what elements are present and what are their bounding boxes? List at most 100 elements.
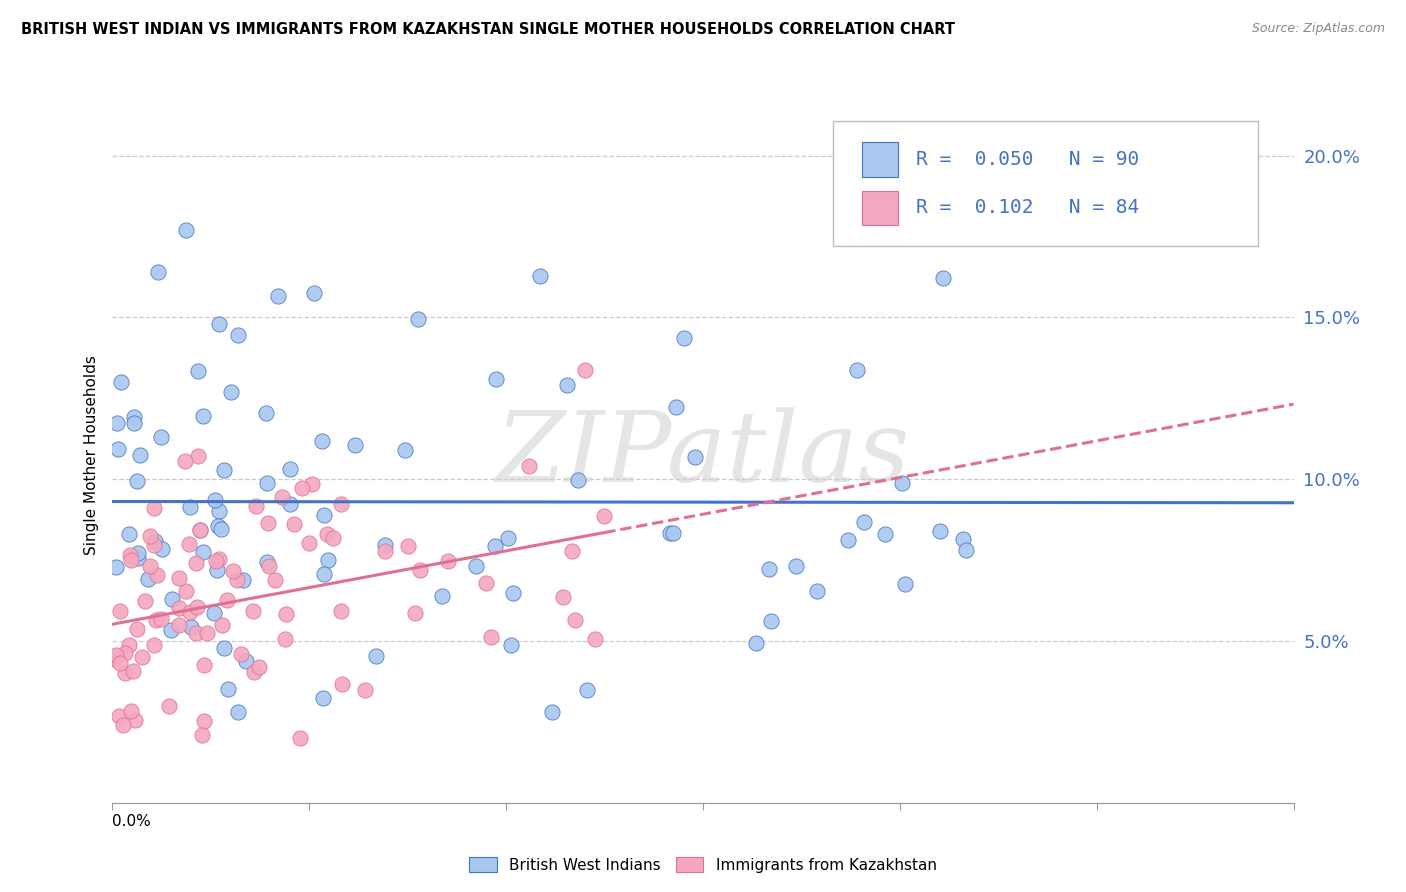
Point	[267, 289, 290, 303]
Point	[108, 656, 131, 670]
Point	[561, 544, 583, 558]
FancyBboxPatch shape	[862, 191, 898, 226]
Point	[242, 604, 264, 618]
Point	[499, 638, 522, 652]
Point	[150, 611, 173, 625]
Point	[366, 648, 388, 663]
Point	[186, 599, 208, 614]
Point	[211, 618, 233, 632]
Point	[127, 551, 149, 566]
Point	[232, 573, 254, 587]
Point	[124, 713, 146, 727]
Text: R =  0.050   N = 90: R = 0.050 N = 90	[915, 150, 1139, 169]
Point	[529, 269, 551, 284]
FancyBboxPatch shape	[862, 142, 898, 177]
Point	[118, 527, 141, 541]
Point	[217, 681, 239, 696]
Point	[276, 607, 298, 621]
Point	[354, 682, 377, 697]
Point	[430, 589, 453, 603]
Point	[167, 571, 190, 585]
Point	[184, 557, 207, 571]
Point	[409, 563, 432, 577]
Point	[745, 636, 768, 650]
Point	[330, 677, 353, 691]
Point	[256, 476, 278, 491]
Point	[329, 604, 352, 618]
Point	[190, 523, 212, 537]
Point	[193, 657, 215, 672]
Legend: British West Indians, Immigrants from Kazakhstan: British West Indians, Immigrants from Ka…	[463, 850, 943, 879]
Point	[197, 626, 219, 640]
Point	[134, 594, 156, 608]
Point	[761, 614, 783, 628]
Point	[758, 562, 780, 576]
Point	[125, 622, 148, 636]
Point	[256, 554, 278, 568]
Point	[484, 539, 506, 553]
Point	[837, 533, 859, 548]
Point	[204, 554, 226, 568]
Point	[177, 537, 200, 551]
Point	[103, 652, 125, 666]
Point	[219, 384, 242, 399]
Point	[124, 416, 146, 430]
Point	[122, 409, 145, 424]
Point	[169, 618, 191, 632]
Point	[107, 709, 129, 723]
Point	[204, 493, 226, 508]
Point	[104, 559, 127, 574]
Point	[176, 583, 198, 598]
Point	[474, 576, 496, 591]
Point	[955, 542, 977, 557]
Point	[553, 590, 575, 604]
Point	[496, 531, 519, 545]
Point	[283, 516, 305, 531]
Point	[104, 648, 127, 663]
Point	[259, 559, 281, 574]
Point	[315, 527, 337, 541]
Point	[205, 563, 228, 577]
Point	[312, 691, 335, 706]
Point	[312, 566, 335, 581]
Point	[107, 442, 129, 456]
Point	[131, 650, 153, 665]
Point	[179, 500, 201, 515]
Point	[208, 317, 231, 331]
Point	[517, 458, 540, 473]
Point	[120, 553, 142, 567]
Point	[437, 554, 460, 568]
Point	[485, 372, 508, 386]
Point	[301, 476, 323, 491]
Point	[142, 500, 165, 515]
Text: Source: ZipAtlas.com: Source: ZipAtlas.com	[1251, 22, 1385, 36]
Point	[157, 699, 180, 714]
Point	[202, 607, 225, 621]
Point	[191, 728, 214, 742]
Point	[396, 540, 419, 554]
Point	[806, 584, 828, 599]
Point	[567, 474, 589, 488]
Point	[169, 601, 191, 615]
Point	[142, 639, 165, 653]
Point	[129, 448, 152, 462]
Point	[254, 406, 277, 420]
Point	[278, 462, 301, 476]
Point	[921, 196, 943, 211]
FancyBboxPatch shape	[832, 121, 1258, 246]
Point	[672, 331, 695, 345]
Point	[138, 528, 160, 542]
Point	[311, 434, 333, 448]
Point	[226, 573, 249, 587]
Point	[564, 613, 586, 627]
Point	[291, 481, 314, 495]
Point	[243, 665, 266, 680]
Point	[270, 490, 292, 504]
Point	[207, 519, 229, 533]
Point	[245, 500, 267, 514]
Point	[110, 375, 132, 389]
Point	[235, 654, 257, 668]
Point	[143, 534, 166, 549]
Point	[344, 438, 367, 452]
Point	[191, 409, 214, 424]
